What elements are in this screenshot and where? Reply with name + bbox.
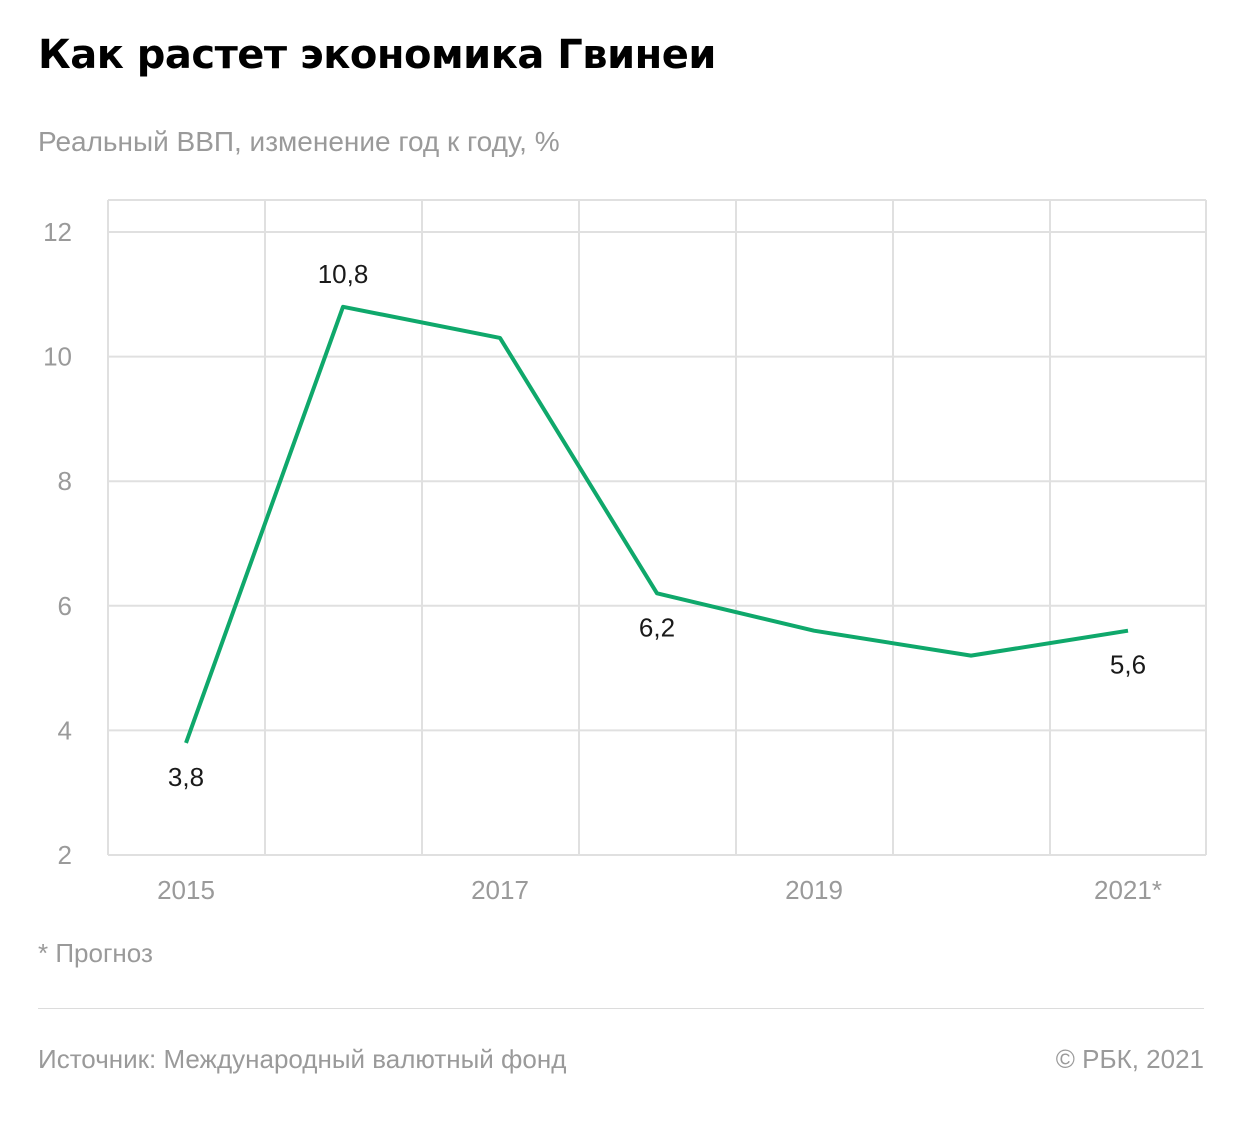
grid <box>107 199 1207 856</box>
chart-subtitle: Реальный ВВП, изменение год к году, % <box>38 126 560 157</box>
copyright: © РБК, 2021 <box>1055 1044 1204 1074</box>
data-label: 6,2 <box>639 612 675 642</box>
data-label: 10,8 <box>318 259 369 289</box>
data-labels: 3,8 10,8 6,2 5,6 <box>168 259 1146 792</box>
y-tick-label: 8 <box>58 466 72 496</box>
data-label: 5,6 <box>1110 650 1146 680</box>
x-tick-label: 2021* <box>1094 875 1162 905</box>
axes: 2 4 6 8 10 12 2015 2017 2019 2021* <box>43 217 1162 905</box>
y-tick-label: 10 <box>43 342 72 372</box>
footnote: * Прогноз <box>38 938 153 968</box>
y-tick-label: 2 <box>58 840 72 870</box>
y-tick-label: 12 <box>43 217 72 247</box>
x-tick-label: 2015 <box>157 875 215 905</box>
y-tick-label: 6 <box>58 591 72 621</box>
x-tick-label: 2017 <box>471 875 529 905</box>
series-line <box>184 304 1129 744</box>
series <box>184 304 1129 744</box>
divider <box>38 1008 1204 1009</box>
chart-title: Как растет экономика Гвинеи <box>38 32 716 78</box>
data-label: 3,8 <box>168 762 204 792</box>
source-note: Источник: Международный валютный фонд <box>38 1044 567 1074</box>
y-tick-label: 4 <box>58 715 72 745</box>
x-tick-label: 2019 <box>785 875 843 905</box>
